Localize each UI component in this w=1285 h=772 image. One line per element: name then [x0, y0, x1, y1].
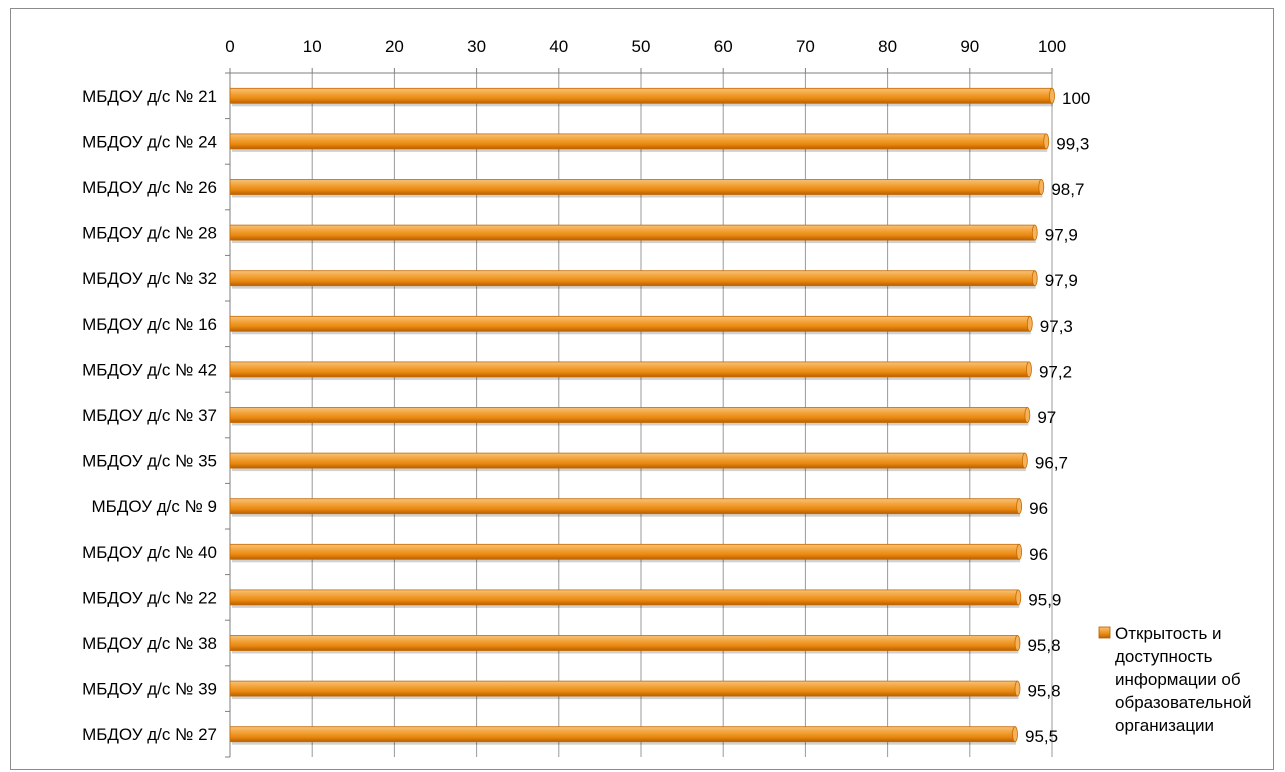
category-label: МБДОУ д/с № 38: [82, 634, 217, 653]
data-label: 96,7: [1035, 454, 1068, 473]
bar: [229, 315, 1031, 332]
category-label: МБДОУ д/с № 24: [82, 132, 217, 151]
data-label: 99,3: [1056, 134, 1089, 153]
data-label: 97: [1037, 408, 1056, 427]
category-label: МБДОУ д/с № 37: [82, 406, 217, 425]
bar-cap: [1026, 315, 1033, 332]
x-tick-label: 30: [467, 37, 486, 56]
bar-cap: [1021, 452, 1028, 469]
category-label: МБДОУ д/с № 22: [82, 588, 217, 607]
bar: [229, 635, 1018, 651]
bar-cap: [1014, 680, 1021, 697]
legend-label: Открытость и: [1115, 624, 1222, 643]
category-label: МБДОУ д/с № 32: [82, 269, 217, 288]
data-label: 95,8: [1027, 636, 1060, 655]
category-label: МБДОУ д/с № 27: [82, 725, 217, 744]
category-label: МБДОУ д/с № 39: [82, 680, 217, 699]
category-label: МБДОУ д/с № 42: [82, 360, 217, 379]
x-tick-label: 10: [303, 37, 322, 56]
legend-label: организации: [1115, 716, 1214, 735]
bar: [229, 361, 1030, 378]
labels: 0 10 20 30 40 50 60 70 80 90 100 МБДОУ д/с № 21 100 М…: [82, 37, 1090, 746]
x-tick-label: 20: [385, 37, 404, 56]
chart-frame: 0 10 20 30 40 50 60 70 80 90 100 МБДОУ д/с № 21 100 М…: [10, 8, 1274, 770]
bars: [229, 87, 1055, 745]
legend-label: доступность: [1115, 647, 1213, 666]
category-label: МБДОУ д/с № 9: [92, 497, 217, 516]
category-label: МБДОУ д/с № 28: [82, 224, 217, 243]
bar-cap: [1038, 179, 1045, 195]
bar: [229, 407, 1028, 423]
bar-cap: [1015, 589, 1022, 606]
bar-chart: 0 10 20 30 40 50 60 70 80 90 100 МБДОУ д/с № 21 100 М…: [82, 37, 1252, 758]
bar-cap: [1014, 635, 1021, 651]
legend: Открытость и доступность информации об обра…: [1098, 624, 1252, 735]
bar: [229, 498, 1020, 515]
legend-label: информации об: [1115, 670, 1241, 689]
data-label: 98,7: [1051, 180, 1084, 199]
data-label: 95,9: [1028, 590, 1061, 609]
category-label: МБДОУ д/с № 35: [82, 452, 217, 471]
data-label: 95,5: [1025, 727, 1058, 746]
bar: [229, 224, 1036, 241]
category-label: МБДОУ д/с № 16: [82, 315, 217, 334]
bar: [229, 589, 1019, 606]
x-tick-label: 50: [632, 37, 651, 56]
bar: [229, 87, 1053, 104]
bar: [229, 543, 1020, 560]
data-label: 95,8: [1027, 682, 1060, 701]
data-label: 100: [1062, 89, 1090, 108]
legend-label: образовательной: [1115, 693, 1252, 712]
category-label: МБДОУ д/с № 21: [82, 87, 217, 106]
data-label: 97,9: [1045, 226, 1078, 245]
category-label: МБДОУ д/с № 26: [82, 178, 217, 197]
bar-cap: [1016, 498, 1023, 515]
bar-cap: [1031, 224, 1038, 241]
x-tick-label: 70: [796, 37, 815, 56]
bar-cap: [1026, 361, 1032, 378]
data-label: 96: [1029, 499, 1048, 518]
data-label: 97,2: [1039, 362, 1072, 381]
x-tick-label: 60: [714, 37, 733, 56]
x-tick-label: 80: [878, 37, 897, 56]
bar: [229, 133, 1047, 150]
x-tick-label: 100: [1038, 37, 1066, 56]
bar-cap: [1043, 133, 1050, 150]
bar: [229, 270, 1036, 287]
x-tick-label: 40: [549, 37, 568, 56]
bar-cap: [1031, 270, 1038, 287]
bar-cap: [1012, 726, 1018, 743]
data-label: 97,3: [1040, 317, 1073, 336]
bar-cap: [1049, 87, 1055, 104]
bar: [229, 680, 1018, 697]
legend-swatch: [1098, 626, 1111, 639]
category-label: МБДОУ д/с № 40: [82, 543, 217, 562]
bar: [229, 726, 1016, 743]
bar: [229, 179, 1042, 195]
data-label: 96: [1029, 545, 1048, 564]
bar-cap: [1016, 543, 1023, 560]
x-tick-label: 0: [225, 37, 234, 56]
data-label: 97,9: [1045, 271, 1078, 290]
bar-cap: [1024, 407, 1031, 423]
bar: [229, 452, 1026, 469]
x-tick-label: 90: [960, 37, 979, 56]
